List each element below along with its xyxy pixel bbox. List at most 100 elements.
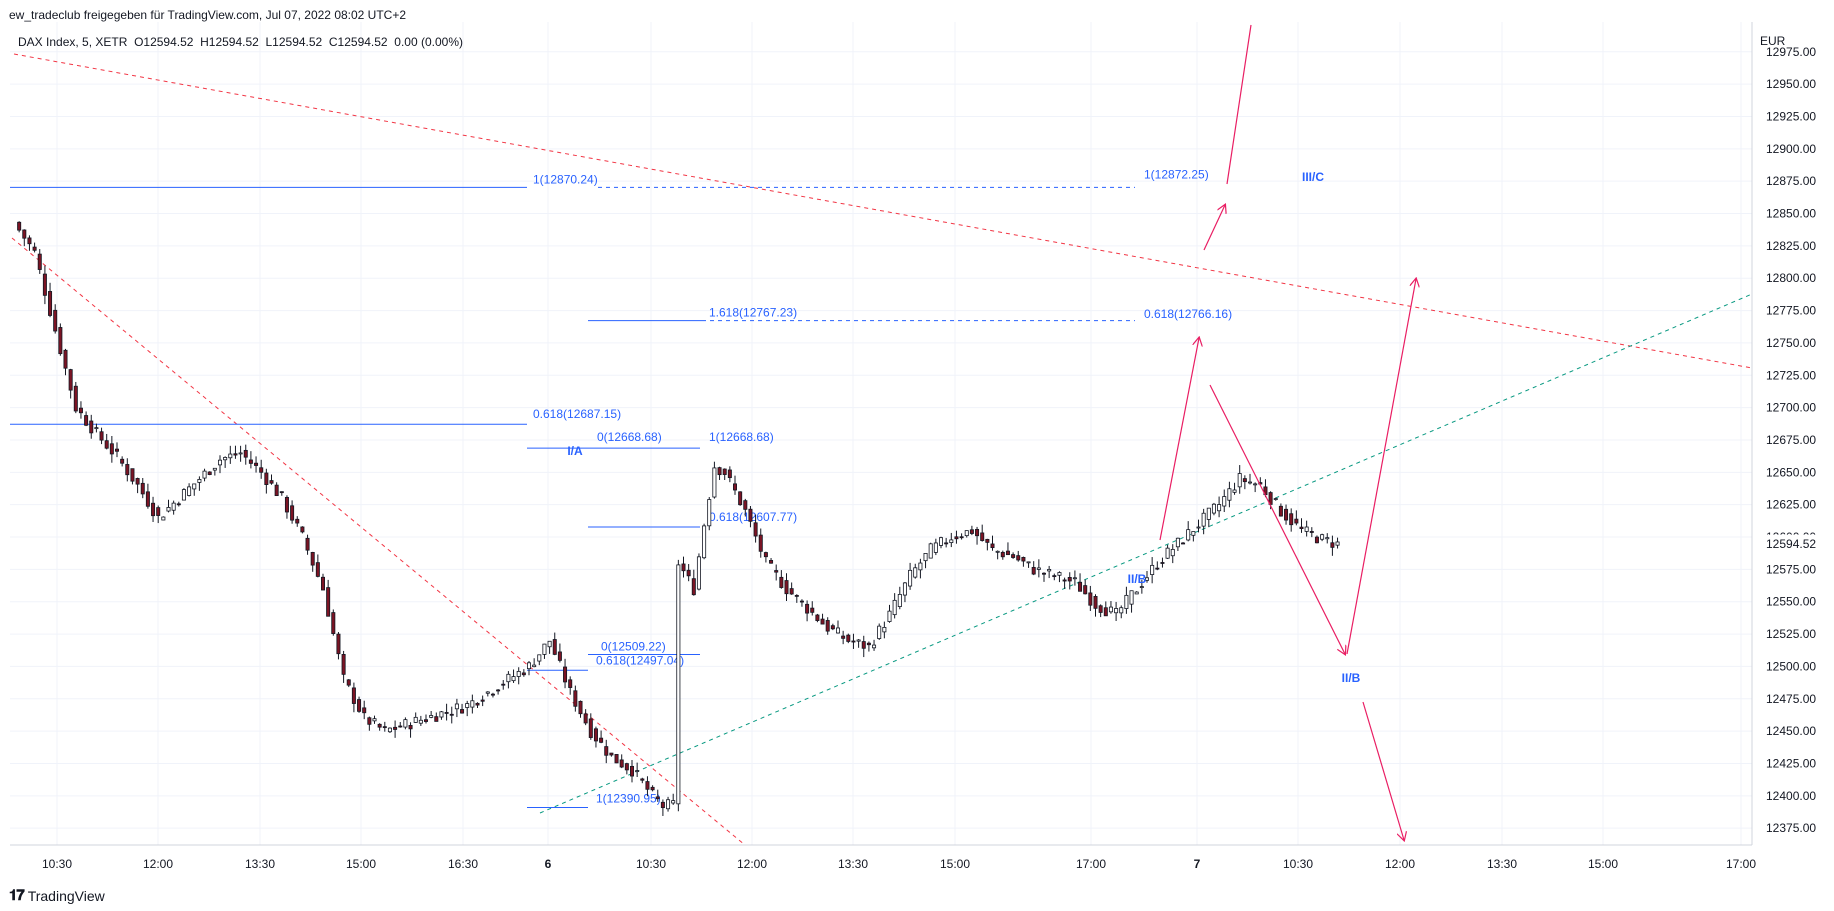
candle-body: [928, 543, 933, 559]
candle-body: [1150, 564, 1155, 576]
candle-body: [357, 699, 362, 712]
candle-body: [326, 587, 331, 617]
symbol-legend: DAX Index, 5, XETR O12594.52 H12594.52 L…: [18, 35, 463, 49]
candle-body: [516, 671, 521, 677]
candle-body: [1016, 555, 1021, 561]
candle-body: [1052, 575, 1057, 578]
price-tick-label: 12475.00: [1766, 692, 1816, 706]
candle-body: [94, 427, 99, 430]
legend-symbol: DAX Index, 5, XETR: [18, 35, 128, 49]
candle-body: [475, 702, 480, 706]
candle-body: [1088, 592, 1093, 606]
candle-body: [192, 483, 197, 490]
time-tick-label: 16:30: [448, 857, 478, 871]
candle-body: [290, 505, 295, 521]
candle-body: [1284, 508, 1289, 521]
candle-body: [248, 459, 253, 464]
candle-body: [58, 327, 63, 355]
candle-body: [485, 691, 490, 694]
candle-body: [1119, 607, 1124, 614]
candle-body: [820, 618, 825, 625]
candle-body: [954, 536, 959, 540]
candle-body: [949, 539, 954, 544]
candle-body: [460, 709, 465, 714]
candle-body: [1330, 542, 1335, 548]
fib-level-label: 1.618(12767.23): [709, 306, 797, 320]
red-trendline-upper: [13, 53, 1753, 369]
candle-body: [1325, 537, 1330, 540]
candle-body: [856, 639, 861, 642]
candle-body: [789, 588, 794, 595]
candle-body: [135, 478, 140, 485]
candle-body: [1201, 512, 1206, 527]
price-tick-label: 12775.00: [1766, 304, 1816, 318]
price-tick-label: 12725.00: [1766, 368, 1816, 382]
candle-body: [758, 534, 763, 552]
candle-body: [238, 452, 243, 455]
candle-body: [753, 522, 758, 537]
candle-body: [166, 507, 171, 512]
candle-body: [681, 563, 686, 572]
candle-body: [42, 273, 47, 296]
candle-body: [1021, 556, 1026, 562]
candle-body: [959, 536, 964, 539]
candle-body: [872, 644, 877, 649]
candle-body: [387, 727, 392, 733]
candle-body: [640, 778, 645, 781]
time-tick-label: 15:00: [346, 857, 376, 871]
candle-body: [1196, 526, 1201, 529]
candle-body: [496, 689, 501, 692]
candle-body: [207, 471, 212, 475]
candle-body: [372, 718, 377, 722]
candle-body: [1170, 548, 1175, 557]
projection-arrow: [1346, 279, 1416, 655]
candle-body: [1248, 481, 1253, 484]
projection-arrow: [1362, 701, 1404, 840]
candle-body: [1186, 529, 1191, 541]
candle-body: [583, 713, 588, 724]
price-tick-label: 12750.00: [1766, 336, 1816, 350]
candle-body: [161, 516, 166, 521]
candle-body: [779, 576, 784, 588]
candle-body: [1309, 531, 1314, 533]
candle-body: [403, 719, 408, 728]
candle-body: [1139, 586, 1144, 588]
candle-body: [197, 479, 202, 483]
candle-body: [939, 537, 944, 546]
candle-body: [171, 502, 176, 511]
candle-body: [841, 635, 846, 639]
wave-label: II/B: [1342, 671, 1361, 685]
candle-body: [866, 642, 871, 646]
candle-body: [223, 456, 228, 461]
candle-body: [1036, 567, 1041, 570]
candle-body: [918, 562, 923, 571]
candle-body: [331, 612, 336, 634]
candle-body: [1335, 541, 1340, 546]
candle-body: [1289, 513, 1294, 526]
candle-body: [887, 610, 892, 622]
candle-body: [815, 614, 820, 621]
candle-body: [1160, 562, 1165, 564]
candle-body: [140, 482, 145, 495]
time-tick-label: 12:00: [143, 857, 173, 871]
candle-body: [1227, 488, 1232, 501]
candle-body: [1000, 551, 1005, 558]
candle-body: [933, 542, 938, 553]
candle-body: [609, 752, 614, 756]
footer: 𝟏𝟕 TradingView: [9, 887, 105, 904]
candle-body: [274, 484, 279, 497]
candle-body: [104, 440, 109, 449]
time-tick-label: 13:30: [245, 857, 275, 871]
candle-body: [109, 443, 114, 455]
candle-body: [1072, 577, 1077, 580]
fib-level-label: 0.618(12766.16): [1144, 307, 1232, 321]
candle-body: [527, 662, 532, 670]
candle-body: [130, 468, 135, 482]
candle-body: [320, 576, 325, 591]
time-tick-label: 15:00: [1588, 857, 1618, 871]
candle-body: [995, 550, 1000, 553]
candle-body: [799, 600, 804, 603]
candle-body: [120, 458, 125, 464]
